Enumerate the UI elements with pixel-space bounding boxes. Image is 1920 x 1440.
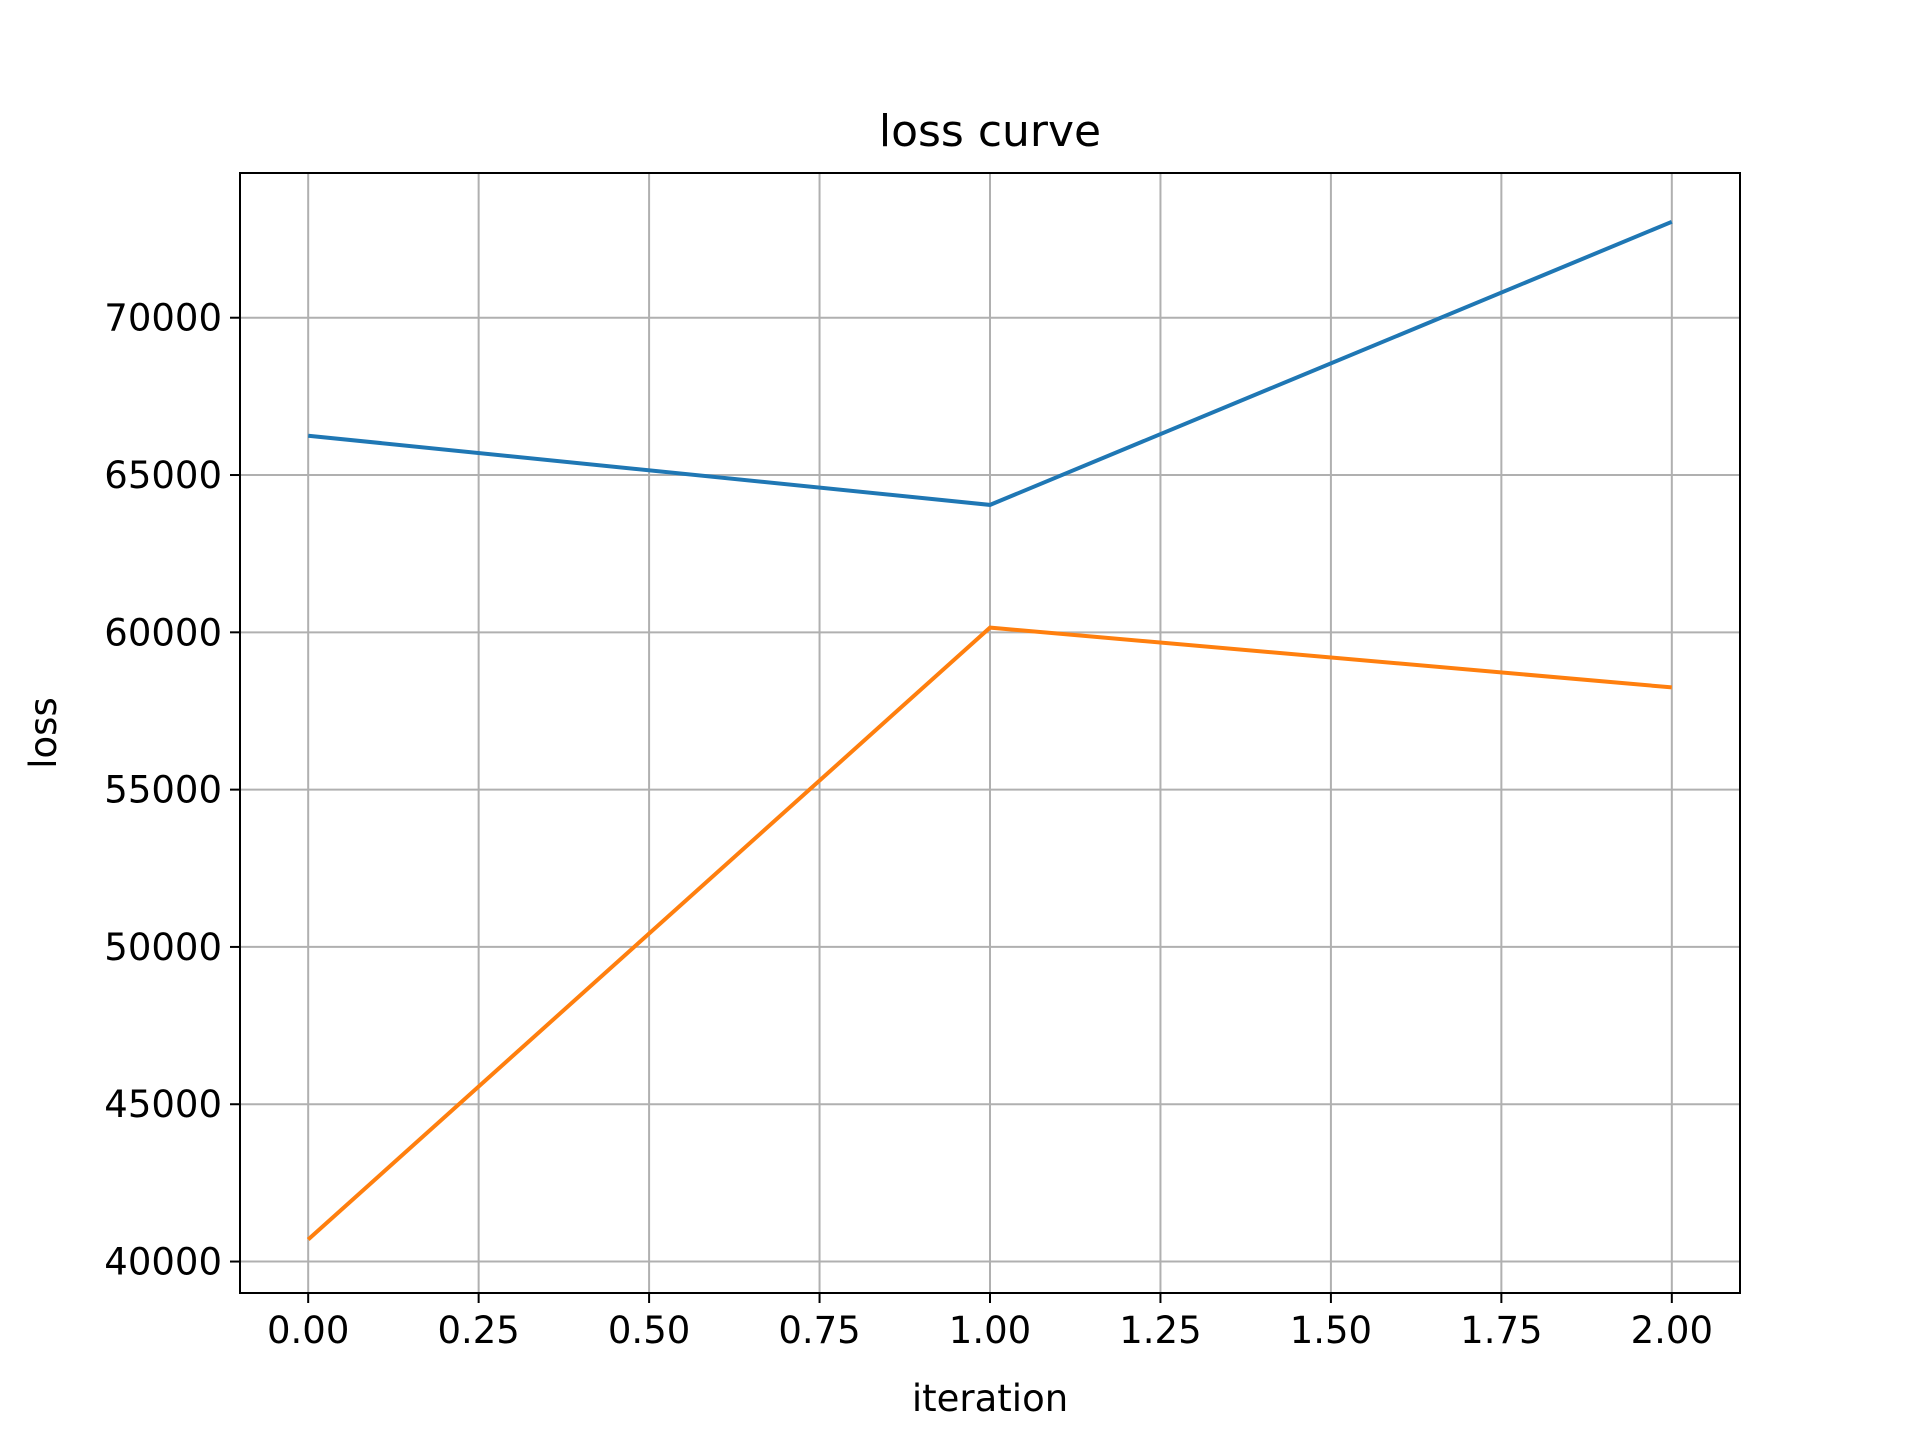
x-tick-label: 1.75 <box>1460 1309 1542 1352</box>
x-tick-label: 2.00 <box>1631 1309 1713 1352</box>
x-tick-label: 1.25 <box>1119 1309 1201 1352</box>
y-tick-label: 70000 <box>104 297 222 340</box>
series-lines <box>306 219 1673 1241</box>
chart-title: loss curve <box>879 106 1101 157</box>
grid-lines <box>240 173 1740 1293</box>
x-tick-label: 1.50 <box>1290 1309 1372 1352</box>
x-axis-ticks: 0.00 0.25 0.50 0.75 1.00 1.25 1.50 1.75 2.00 <box>267 1293 1713 1352</box>
series-line-2 <box>306 625 1672 1241</box>
y-tick-label: 45000 <box>104 1083 222 1126</box>
x-axis-label: iteration <box>912 1377 1068 1420</box>
y-tick-label: 40000 <box>104 1241 222 1284</box>
y-axis-ticks: 40000 45000 50000 55000 60000 65000 70000 <box>104 297 240 1284</box>
x-tick-label: 1.00 <box>949 1309 1031 1352</box>
y-tick-label: 60000 <box>104 611 222 654</box>
series-line-1 <box>307 219 1673 507</box>
x-tick-label: 0.50 <box>608 1309 690 1352</box>
y-tick-label: 65000 <box>104 454 222 497</box>
y-tick-label: 50000 <box>104 926 222 969</box>
x-tick-label: 0.25 <box>437 1309 519 1352</box>
x-tick-label: 0.75 <box>778 1309 860 1352</box>
y-tick-label: 55000 <box>104 769 222 812</box>
y-axis-label: loss <box>22 697 65 768</box>
x-tick-label: 0.00 <box>267 1309 349 1352</box>
